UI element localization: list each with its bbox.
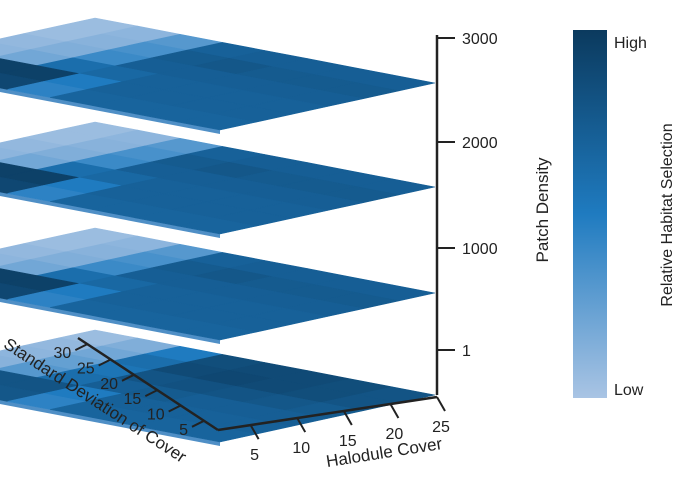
colorbar-label: Relative Habitat Selection: [659, 123, 676, 306]
surface-cell: [0, 253, 31, 267]
y-tick-label: 20: [100, 376, 118, 393]
x-tick-label: 20: [386, 426, 404, 443]
x-tick: [342, 410, 353, 426]
z-tick-label: 1000: [462, 241, 498, 258]
surface-cell: [177, 113, 256, 131]
x-tick-label: 10: [292, 440, 310, 457]
y-tick-label: 5: [179, 422, 188, 439]
x-tick: [436, 396, 446, 412]
y-axis-line: [77, 336, 219, 432]
surface-cell: [0, 43, 31, 57]
colorbar-high-label: High: [614, 35, 647, 52]
surface-cell: [0, 355, 31, 369]
y-tick: [74, 343, 88, 352]
y-tick-label: 25: [77, 360, 95, 377]
slice-edge: [0, 191, 220, 238]
slice-edge: [0, 87, 220, 134]
z-axis-label: Patch Density: [533, 157, 552, 262]
x-tick-label: 25: [432, 419, 450, 436]
x-tick: [249, 424, 260, 440]
colorbar-gradient: [573, 30, 607, 398]
z-tick-label: 3000: [462, 31, 498, 48]
surface-cell: [177, 217, 256, 235]
x-tick: [296, 417, 307, 433]
z-tick-label: 2000: [462, 135, 498, 152]
y-tick: [121, 373, 135, 382]
x-axis-line: [217, 395, 438, 432]
y-tick-label: 10: [147, 406, 165, 423]
x-tick-label: 5: [250, 447, 259, 464]
y-tick: [98, 358, 112, 367]
slice-3000: [0, 17, 436, 134]
slice-1000: [0, 227, 436, 344]
z-tick-label: 1: [462, 343, 471, 360]
x-tick: [389, 403, 400, 419]
slice-edge: [0, 399, 220, 446]
y-tick: [191, 419, 205, 428]
slice-1: [0, 329, 436, 446]
colorbar: High Low Relative Habitat Selection: [573, 30, 676, 399]
slice-edge: [0, 297, 220, 344]
y-tick-label: 15: [124, 391, 142, 408]
y-tick-label: 30: [54, 345, 72, 362]
y-tick: [144, 389, 158, 398]
colorbar-low-label: Low: [614, 382, 644, 399]
slice-2000: [0, 121, 436, 238]
surface-cell: [177, 323, 256, 341]
y-tick: [168, 404, 182, 413]
patch-density-axis: 1 1000 2000 3000 Patch Density: [435, 31, 552, 395]
surface-slices: [0, 17, 436, 446]
x-tick-label: 15: [339, 433, 357, 450]
surface-cell: [0, 147, 31, 161]
surface-cell: [177, 425, 256, 443]
